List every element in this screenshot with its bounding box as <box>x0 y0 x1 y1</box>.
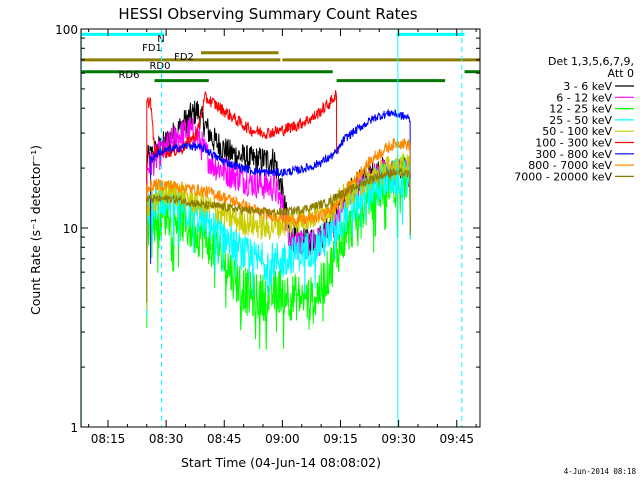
x-tick-label: 09:45 <box>439 432 474 446</box>
y-tick-label: 1 <box>70 421 78 435</box>
x-tick-label: 08:15 <box>91 432 126 446</box>
y-axis-label: Count Rate (s⁻¹ detector⁻¹) <box>28 145 43 315</box>
legend-entry-label: 800 - 7000 keV <box>528 159 612 172</box>
axes-group: 08:15 08:30 08:45 09:00 09:15 09:30 09:45 1 10 10… <box>55 23 480 446</box>
legend-header-line2: Att 0 <box>608 67 634 80</box>
series-line-7 <box>150 109 411 264</box>
legend-entry-label: 300 - 800 keV <box>535 148 612 161</box>
legend-entry-label: 3 - 6 keV <box>563 80 612 93</box>
y-tick-label: 10 <box>63 222 78 236</box>
event-label-fd1: FD1 <box>142 43 162 54</box>
series-line-8 <box>146 138 411 292</box>
legend-entry-label: 6 - 12 keV <box>556 91 612 104</box>
chart-title: HESSI Observing Summary Count Rates <box>118 5 417 23</box>
legend-header-line1: Det 1,3,5,6,7,9, <box>548 55 634 68</box>
legend-entry-label: 50 - 100 keV <box>542 125 612 138</box>
series-group <box>146 90 411 350</box>
event-bars-group: NFD1FD2RD0RD6 <box>81 32 480 83</box>
footer-timestamp: 4-Jun-2014 08:18 <box>564 467 637 476</box>
legend-entry-label: 7000 - 20000 keV <box>514 170 612 183</box>
x-tick-label: 09:15 <box>323 432 358 446</box>
x-axis-label: Start Time (04-Jun-14 08:08:02) <box>181 455 381 470</box>
x-tick-label: 09:30 <box>381 432 416 446</box>
series-line-9 <box>146 167 411 303</box>
event-label-fd2: FD2 <box>174 52 194 63</box>
x-tick-label: 08:30 <box>149 432 184 446</box>
legend-entry-label: 25 - 50 keV <box>549 114 612 127</box>
legend-entry-label: 12 - 25 keV <box>549 103 612 116</box>
event-label-rd6: RD6 <box>118 70 139 81</box>
series-line-6 <box>146 90 338 208</box>
event-label-rd0: RD0 <box>149 61 170 72</box>
legend-entry-label: 100 - 300 keV <box>535 137 612 150</box>
x-tick-label: 08:45 <box>207 432 242 446</box>
y-tick-label: 100 <box>55 23 78 37</box>
x-tick-label: 09:00 <box>265 432 300 446</box>
